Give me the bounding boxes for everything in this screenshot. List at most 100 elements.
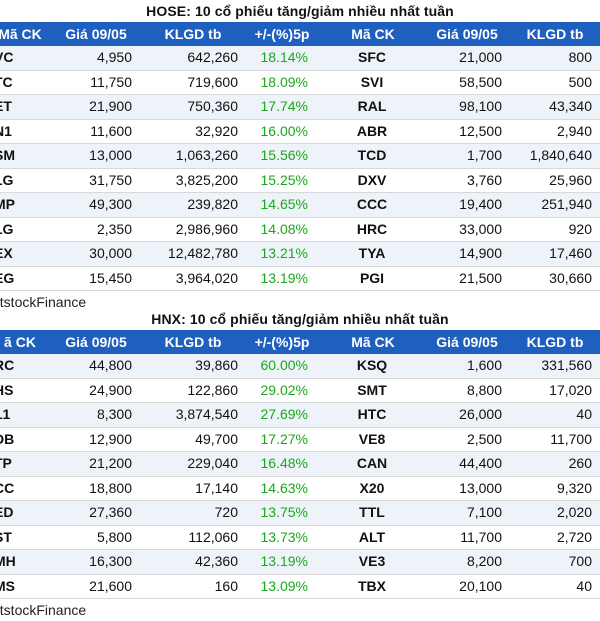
cell-ticker: VC bbox=[0, 49, 14, 65]
cell-price: 21,200 bbox=[89, 455, 132, 471]
cell-ticker: DB bbox=[0, 430, 15, 447]
cell-volume-loss: 11,700 bbox=[550, 430, 592, 447]
table-row: VC 4,950 642,260 18.14% SFC 21,000 800 bbox=[0, 46, 600, 71]
cell-change: 13.21% bbox=[260, 245, 308, 261]
cell-price: 21,600 bbox=[89, 577, 132, 594]
cell-volume: 49,700 bbox=[195, 430, 238, 447]
cell-volume-loss: 9,320 bbox=[556, 479, 592, 496]
cell-price-loss: 12,500 bbox=[459, 122, 502, 139]
cell-price: 18,800 bbox=[89, 479, 132, 496]
cell-price-loss: 3,760 bbox=[466, 171, 502, 188]
cell-volume: 1,063,260 bbox=[175, 147, 238, 163]
cell-ticker-loss: HTC bbox=[357, 406, 387, 422]
cell-ticker: HS bbox=[0, 381, 14, 398]
cell-volume-loss: 251,940 bbox=[541, 196, 592, 212]
cell-volume-loss: 25,960 bbox=[549, 171, 592, 188]
cell-ticker-loss: TCD bbox=[357, 147, 387, 163]
col-header-ticker: Mã CK bbox=[0, 26, 42, 42]
hose-table-header: Mã CK Giá 09/05 KLGD tb +/-(%)5p Mã CK G… bbox=[0, 22, 600, 46]
cell-price: 15,450 bbox=[89, 269, 132, 286]
table-row: LG 31,750 3,825,200 15.25% DXV 3,760 25,960 bbox=[0, 169, 600, 193]
hose-rows: VC 4,950 642,260 18.14% SFC 21,000 800 TC 11,750… bbox=[0, 46, 600, 291]
hnx-section: HNX: 10 cổ phiếu tăng/giảm nhiều nhất tu… bbox=[0, 308, 600, 621]
cell-price-loss: 1,600 bbox=[466, 357, 502, 373]
cell-volume-loss: 30,660 bbox=[549, 269, 592, 286]
cell-ticker-loss: ALT bbox=[358, 528, 386, 545]
cell-change: 14.08% bbox=[260, 220, 308, 237]
cell-ticker: MH bbox=[0, 553, 16, 569]
cell-volume: 750,360 bbox=[187, 98, 238, 114]
table-row: ST 5,800 112,060 13.73% ALT 11,700 2,720 bbox=[0, 526, 600, 550]
cell-price-loss: 33,000 bbox=[459, 220, 502, 237]
cell-change: 13.09% bbox=[260, 577, 308, 594]
cell-price: 27,360 bbox=[89, 504, 132, 520]
cell-change: 13.73% bbox=[260, 528, 308, 545]
cell-price: 13,000 bbox=[89, 147, 132, 163]
cell-ticker: ET bbox=[0, 98, 12, 114]
cell-volume: 719,600 bbox=[187, 73, 238, 90]
cell-volume: 229,040 bbox=[187, 455, 238, 471]
cell-change: 15.25% bbox=[260, 171, 308, 188]
cell-ticker-loss: VE3 bbox=[358, 553, 386, 569]
cell-ticker-loss: TBX bbox=[358, 577, 386, 594]
cell-ticker: LG bbox=[0, 220, 14, 237]
cell-ticker-loss: TYA bbox=[358, 245, 386, 261]
cell-volume: 12,482,780 bbox=[167, 245, 238, 261]
cell-volume-loss: 2,020 bbox=[556, 504, 592, 520]
cell-change: 16.00% bbox=[260, 122, 308, 139]
hnx-title: HNX: 10 cổ phiếu tăng/giảm nhiều nhất tu… bbox=[151, 311, 449, 327]
cell-volume-loss: 17,020 bbox=[549, 381, 592, 398]
cell-price: 2,350 bbox=[96, 220, 132, 237]
table-row: LG 2,350 2,986,960 14.08% HRC 33,000 920 bbox=[0, 218, 600, 242]
table-row: SM 13,000 1,063,260 15.56% TCD 1,700 1,840,640 bbox=[0, 144, 600, 169]
cell-ticker: MP bbox=[0, 196, 15, 212]
cell-ticker-loss: VE8 bbox=[358, 430, 386, 447]
col-header-volume-loss: KLGD tb bbox=[526, 26, 584, 42]
hnx-rows: RC 44,800 39,860 60.00% KSQ 1,600 331,560 HS 24,… bbox=[0, 354, 600, 599]
cell-change: 15.56% bbox=[260, 147, 308, 163]
col-header-change: +/-(%)5p bbox=[254, 334, 310, 350]
col-header-ticker-loss: Mã CK bbox=[351, 26, 395, 42]
table-row: HS 24,900 122,860 29.02% SMT 8,800 17,020 bbox=[0, 379, 600, 403]
cell-price-loss: 98,100 bbox=[459, 98, 502, 114]
cell-price-loss: 58,500 bbox=[459, 73, 502, 90]
cell-volume: 112,060 bbox=[188, 528, 238, 545]
cell-change: 27.69% bbox=[260, 406, 308, 422]
cell-volume: 39,860 bbox=[195, 357, 238, 373]
table-row: MH 16,300 42,360 13.19% VE3 8,200 700 bbox=[0, 550, 600, 575]
table-row: ED 27,360 720 13.75% TTL 7,100 2,020 bbox=[0, 501, 600, 526]
cell-volume: 3,825,200 bbox=[175, 171, 238, 188]
cell-price: 44,800 bbox=[89, 357, 132, 373]
cell-price-loss: 7,100 bbox=[466, 504, 502, 520]
col-header-volume: KLGD tb bbox=[164, 26, 222, 42]
cell-price-loss: 21,500 bbox=[459, 269, 502, 286]
cell-ticker-loss: CAN bbox=[356, 455, 388, 471]
col-header-ticker-loss: Mã CK bbox=[351, 334, 395, 350]
cell-price-loss: 8,200 bbox=[466, 553, 502, 569]
col-header-price-loss: Giá 09/05 bbox=[436, 334, 498, 350]
cell-ticker: ST bbox=[0, 528, 12, 545]
cell-change: 18.14% bbox=[260, 49, 308, 65]
table-row: TC 11,750 719,600 18.09% SVI 58,500 500 bbox=[0, 71, 600, 95]
cell-price: 12,900 bbox=[89, 430, 132, 447]
cell-price-loss: 11,700 bbox=[460, 528, 502, 545]
cell-ticker-loss: X20 bbox=[359, 479, 385, 496]
table-row: MS 21,600 160 13.09% TBX 20,100 40 bbox=[0, 575, 600, 599]
cell-ticker-loss: DXV bbox=[357, 171, 387, 188]
cell-ticker: EX bbox=[0, 245, 13, 261]
col-header-change: +/-(%)5p bbox=[254, 26, 310, 42]
cell-ticker: CC bbox=[0, 479, 15, 496]
hnx-table: ã CK Giá 09/05 KLGD tb +/-(%)5p Mã CK Gi… bbox=[0, 330, 600, 599]
cell-volume: 239,820 bbox=[187, 196, 238, 212]
cell-ticker-loss: KSQ bbox=[356, 357, 388, 373]
cell-change: 13.19% bbox=[260, 269, 308, 286]
col-header-volume: KLGD tb bbox=[164, 334, 222, 350]
table-row: CC 18,800 17,140 14.63% X20 13,000 9,320 bbox=[0, 477, 600, 501]
cell-price: 30,000 bbox=[89, 245, 132, 261]
cell-ticker: RC bbox=[0, 357, 15, 373]
cell-price-loss: 20,100 bbox=[459, 577, 502, 594]
hose-section: HOSE: 10 cổ phiếu tăng/giảm nhiều nhất t… bbox=[0, 3, 600, 310]
col-header-ticker: ã CK bbox=[4, 334, 36, 350]
col-header-price-loss: Giá 09/05 bbox=[436, 26, 498, 42]
table-row: DB 12,900 49,700 17.27% VE8 2,500 11,700 bbox=[0, 428, 600, 452]
